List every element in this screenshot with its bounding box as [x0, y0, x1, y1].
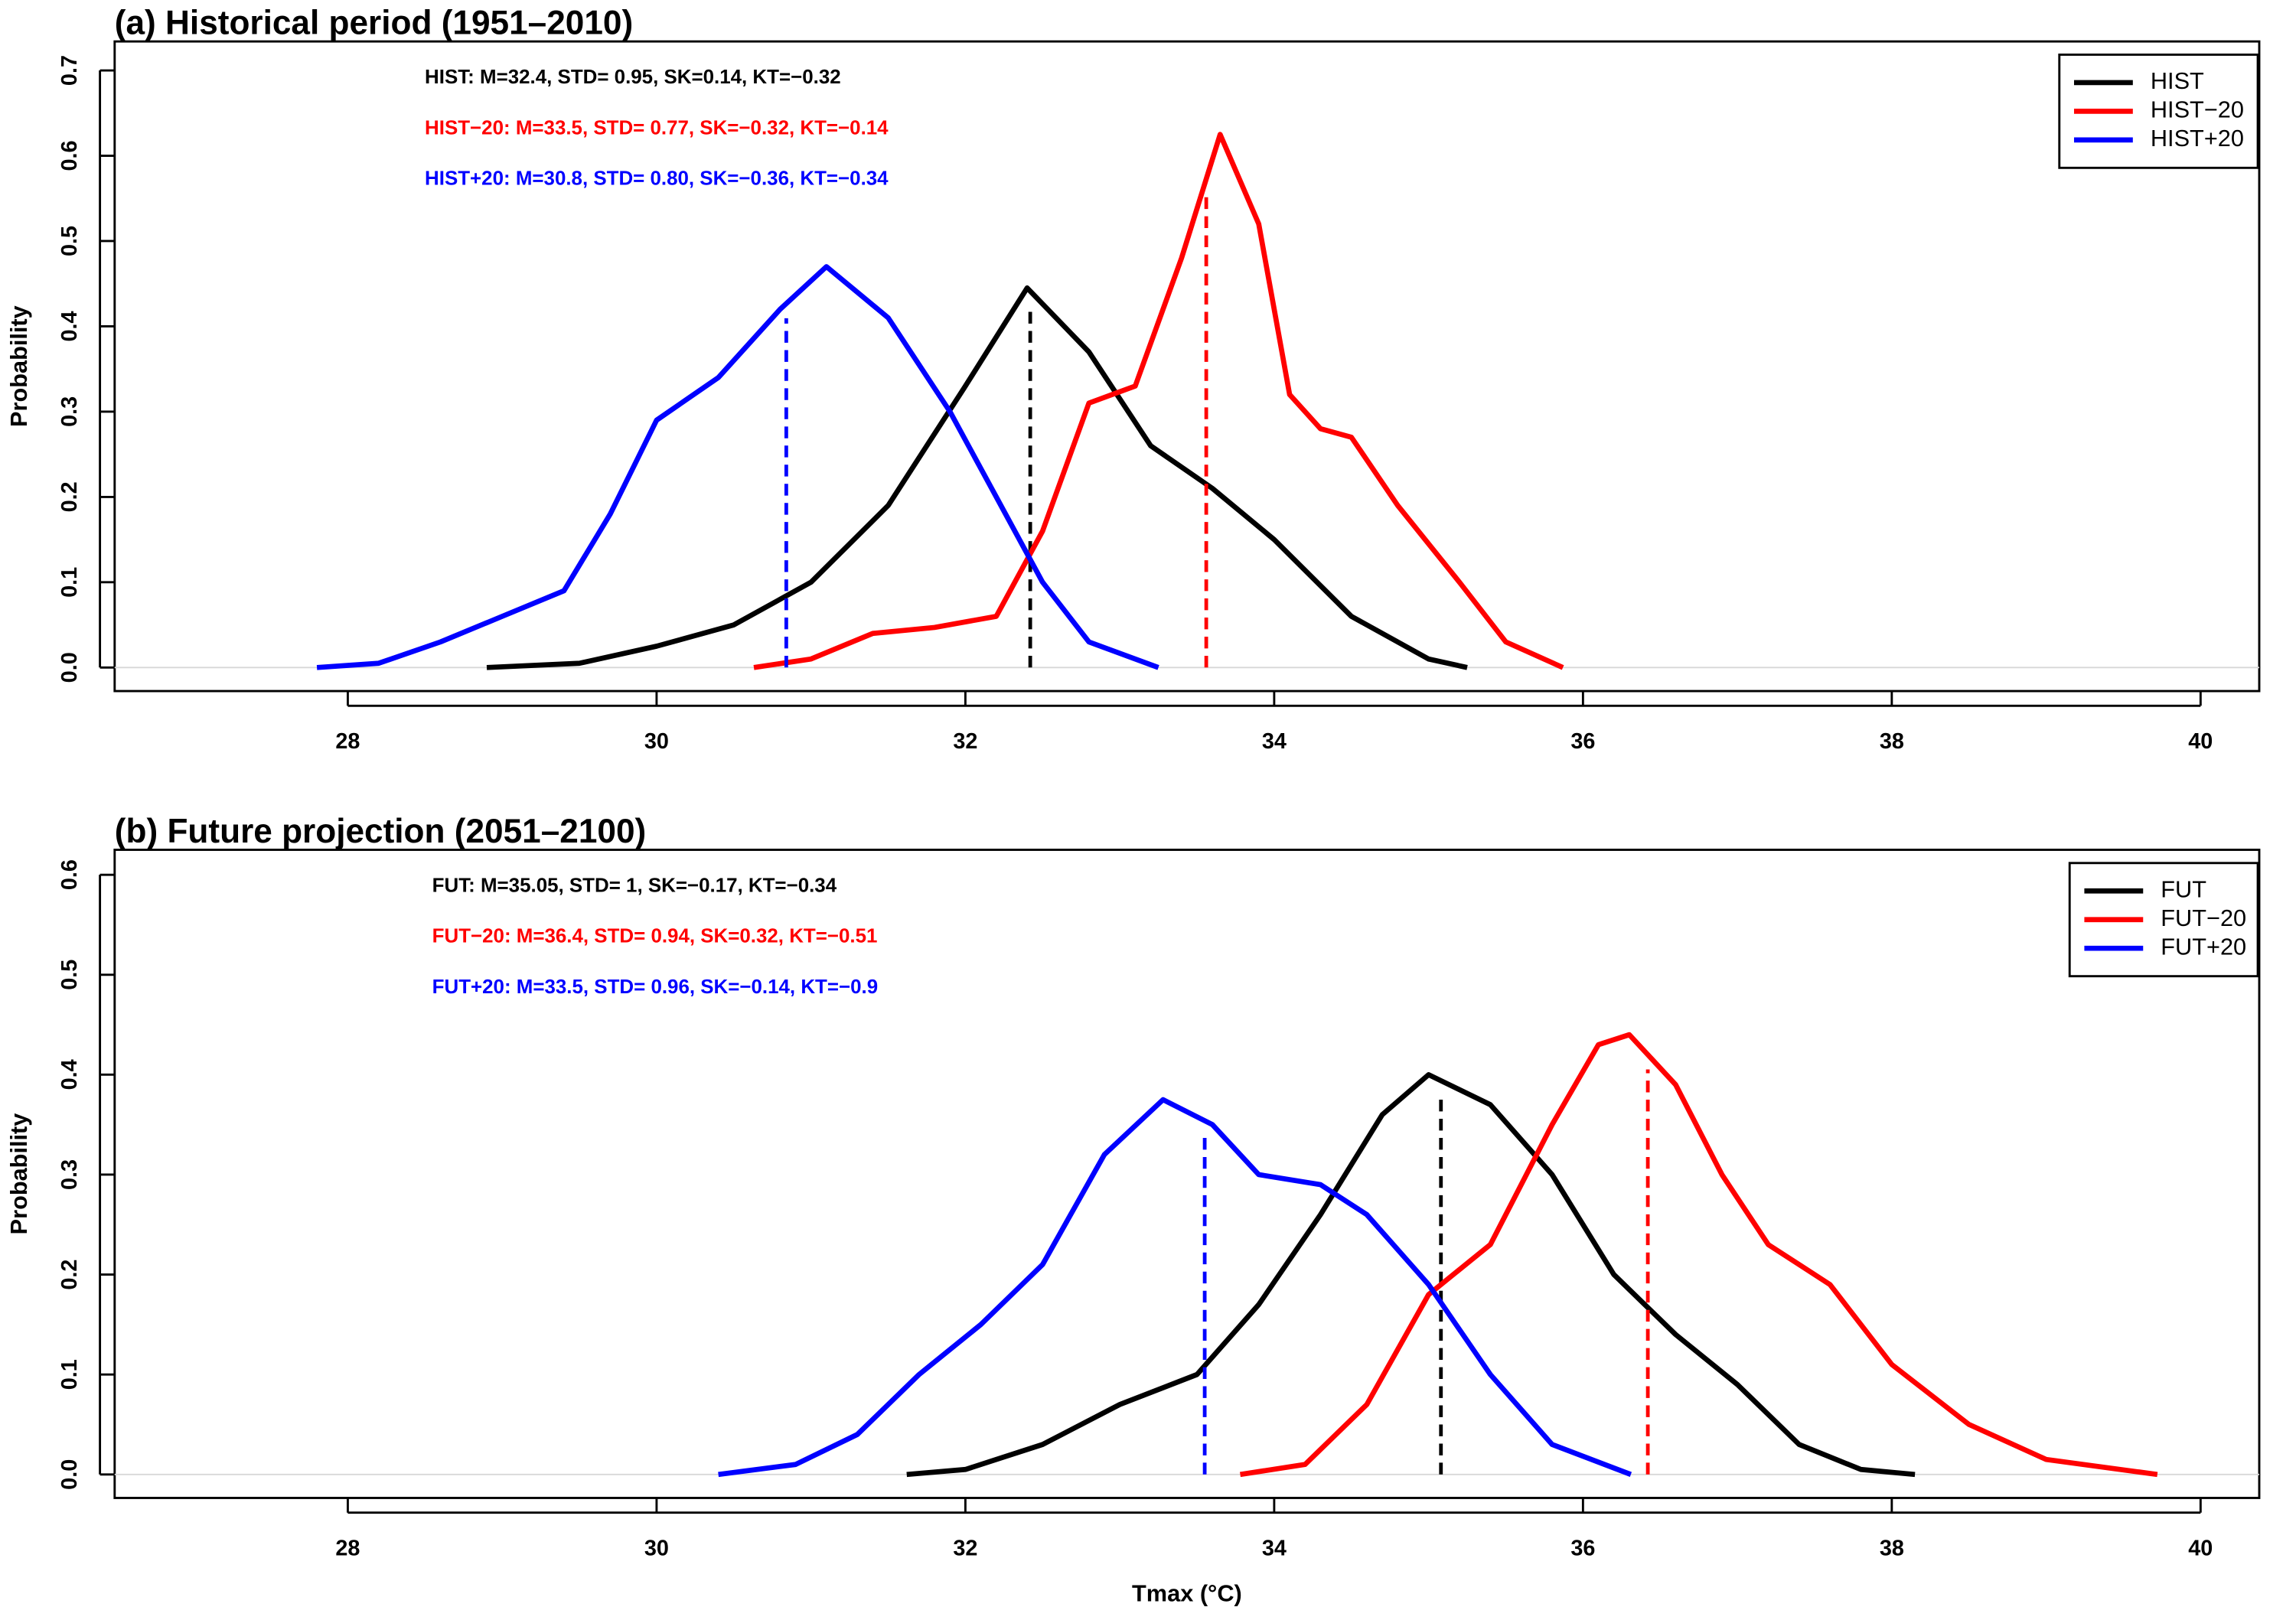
- y-tick-label: 0.3: [57, 396, 82, 427]
- y-tick-label: 0.5: [57, 226, 82, 256]
- legend-label: HIST−20: [2151, 96, 2244, 122]
- y-tick-label: 0.0: [57, 652, 82, 683]
- legend-label: FUT−20: [2161, 905, 2246, 931]
- x-tick-label: 30: [644, 729, 669, 754]
- annotation: FUT+20: M=33.5, STD= 0.96, SK=−0.14, KT=…: [432, 976, 878, 998]
- y-tick-label: 0.5: [57, 960, 82, 990]
- density-curve: [718, 1097, 1632, 1478]
- annotation: HIST−20: M=33.5, STD= 0.77, SK=−0.32, KT…: [425, 117, 889, 139]
- y-tick-label: 0.4: [57, 311, 82, 341]
- chart-title: (a) Historical period (1951–2010): [115, 5, 633, 42]
- y-tick-label: 0.1: [57, 1359, 82, 1390]
- y-tick-label: 0.2: [57, 481, 82, 512]
- legend-label: HIST: [2151, 67, 2204, 94]
- x-tick-label: 34: [1262, 729, 1287, 754]
- legend-label: FUT+20: [2161, 933, 2246, 960]
- density-curve: [753, 132, 1564, 670]
- x-tick-label: 28: [335, 729, 360, 754]
- annotation: HIST+20: M=30.8, STD= 0.80, SK=−0.36, KT…: [425, 168, 889, 190]
- y-tick-label: 0.6: [57, 859, 82, 890]
- chart-title: (b) Future projection (2051–2100): [115, 813, 646, 850]
- y-axis-label: Probability: [5, 1113, 32, 1235]
- legend-label: FUT: [2161, 875, 2206, 902]
- x-tick-label: 34: [1262, 1536, 1287, 1560]
- x-tick-label: 32: [953, 1536, 977, 1560]
- legend-label: HIST+20: [2151, 125, 2244, 152]
- y-tick-label: 0.6: [57, 140, 82, 171]
- density-curve: [906, 1072, 1916, 1478]
- x-tick-label: 40: [2188, 729, 2213, 754]
- x-tick-label: 28: [335, 1536, 360, 1560]
- density-curve: [486, 285, 1468, 670]
- density-curve: [1239, 1032, 2158, 1478]
- x-axis-label: Tmax (°C): [1132, 1579, 1242, 1606]
- y-tick-label: 0.7: [57, 55, 82, 86]
- y-tick-label: 0.4: [57, 1059, 82, 1090]
- x-tick-label: 36: [1570, 729, 1595, 754]
- y-axis-label: Probability: [5, 305, 32, 427]
- x-tick-label: 30: [644, 1536, 669, 1560]
- x-tick-label: 36: [1570, 1536, 1595, 1560]
- x-tick-label: 38: [1880, 729, 1904, 754]
- annotation: FUT: M=35.05, STD= 1, SK=−0.17, KT=−0.34: [432, 875, 837, 896]
- annotation: HIST: M=32.4, STD= 0.95, SK=0.14, KT=−0.…: [425, 67, 841, 88]
- plot-frame: [113, 40, 2261, 693]
- x-tick-label: 38: [1880, 1536, 1904, 1560]
- annotation: FUT−20: M=36.4, STD= 0.94, SK=0.32, KT=−…: [432, 926, 878, 947]
- y-tick-label: 0.1: [57, 567, 82, 598]
- x-tick-label: 32: [953, 729, 977, 754]
- x-tick-label: 40: [2188, 1536, 2213, 1560]
- y-tick-label: 0.2: [57, 1260, 82, 1290]
- density-curve: [316, 264, 1159, 670]
- y-tick-label: 0.3: [57, 1159, 82, 1190]
- y-tick-label: 0.0: [57, 1459, 82, 1490]
